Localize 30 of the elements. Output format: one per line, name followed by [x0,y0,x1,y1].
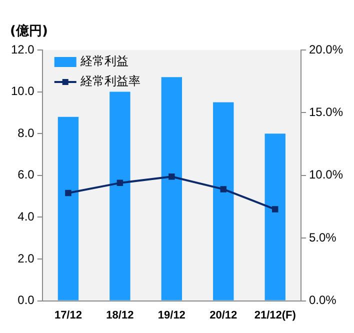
bar [58,116,79,300]
point [116,180,124,186]
point [272,206,278,212]
point [65,190,72,196]
legend-label: 経常利益 [79,54,128,68]
bar [161,77,182,300]
bar [213,102,234,300]
x-tick-label: 18/12 [106,309,134,322]
y-tick-label: 6.0 [18,168,35,182]
x-tick-label: 17/12 [54,309,82,322]
y2-tick-label: 0.0% [308,293,337,308]
y2-tick-label: 15.0% [308,105,344,120]
x-tick-label: 20/12 [210,309,238,322]
y-tick-label: 0.0 [18,293,35,308]
y-axis-title: (億円) [10,22,48,40]
legend-label: 経常利益率 [79,74,140,88]
point [168,174,175,180]
y2-tick-label: 20.0% [308,42,344,56]
y-tick-label: 2.0 [18,251,35,266]
y-tick-label: 12.0 [10,42,35,56]
x-tick-label: 21/12(F) [254,309,296,322]
x-tick-label: 19/12 [158,309,186,322]
y2-tick-label: 5.0% [308,230,337,244]
y-tick-label: 4.0 [18,210,35,224]
bar [264,134,286,300]
y-tick-label: 10.0 [10,84,35,98]
point [220,186,227,192]
y-tick-label: 8.0 [18,126,35,140]
y2-tick-label: 10.0% [308,168,344,182]
bar [110,92,130,300]
